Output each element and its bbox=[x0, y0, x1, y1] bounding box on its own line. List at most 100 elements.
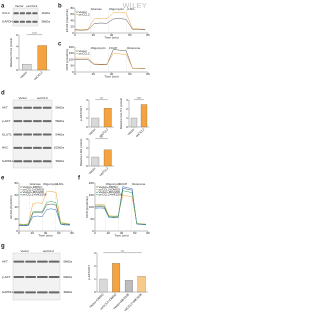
y-tick-label: 3 bbox=[86, 137, 88, 141]
size-label: 54kDa bbox=[55, 132, 64, 136]
band bbox=[48, 291, 60, 294]
band bbox=[33, 106, 42, 109]
band bbox=[23, 160, 32, 163]
x-tick-label: 40 bbox=[120, 231, 124, 235]
y-axis-title: p-AKT/AKT bbox=[79, 106, 83, 121]
legend-label: oeCCL2+DMSO bbox=[99, 187, 121, 191]
x-axis-title: Time (min) bbox=[38, 233, 52, 237]
injection-label: Rotenone bbox=[127, 46, 140, 50]
x-tick-label: 40 bbox=[110, 72, 114, 76]
injection-label: FCCP bbox=[119, 182, 127, 186]
protein-label: GLUT1 bbox=[2, 132, 12, 136]
x-tick-label: 40 bbox=[44, 231, 48, 235]
band bbox=[13, 20, 19, 23]
band bbox=[19, 20, 25, 23]
band bbox=[42, 106, 52, 109]
band bbox=[37, 291, 48, 294]
x-tick-label: oeCCL2 bbox=[98, 127, 109, 138]
band bbox=[42, 133, 52, 136]
band bbox=[13, 291, 25, 294]
size-label: 56kDa bbox=[55, 119, 64, 123]
band bbox=[42, 160, 52, 163]
band bbox=[26, 12, 32, 15]
legend-label: oeCCL2+MK2206 bbox=[99, 193, 123, 197]
series-line bbox=[74, 18, 146, 31]
panel-label: d bbox=[1, 91, 5, 97]
y-tick-label: 60 bbox=[70, 12, 74, 16]
bar bbox=[103, 149, 112, 167]
legend-label: oeCCL2+MK2206 bbox=[23, 193, 47, 197]
y-tick-label: 0 bbox=[16, 229, 18, 233]
series-line bbox=[94, 186, 147, 226]
y-tick-label: 1 bbox=[94, 277, 96, 281]
y-tick-label: 3 bbox=[86, 98, 88, 102]
y-tick-label: 2 bbox=[94, 264, 96, 268]
band bbox=[13, 260, 25, 263]
size-label: 56kDa bbox=[63, 259, 72, 263]
panel-label: b bbox=[58, 4, 62, 10]
x-tick-label: oeCCL2 bbox=[135, 127, 146, 138]
watermark: WILEY bbox=[123, 3, 147, 10]
protein-label: GAPDH bbox=[2, 159, 13, 163]
significance: *** bbox=[100, 135, 104, 139]
y-tick-label: 0 bbox=[72, 70, 74, 74]
x-tick-label: 60 bbox=[133, 231, 137, 235]
y-tick-label: 50 bbox=[90, 217, 94, 221]
x-tick-label: oeCCL2 bbox=[33, 70, 44, 81]
y-tick-label: 80 bbox=[14, 181, 18, 185]
bar bbox=[91, 156, 100, 167]
band bbox=[13, 12, 19, 15]
y-tick-label: 100 bbox=[89, 205, 94, 209]
band bbox=[33, 146, 42, 149]
injection-label: 2-DG bbox=[127, 7, 135, 11]
x-tick-label: 80 bbox=[146, 72, 150, 76]
panel-label: f bbox=[78, 176, 81, 182]
y-axis-title: ECAR (mpH/min) bbox=[65, 9, 69, 32]
significance: *** bbox=[121, 249, 125, 253]
bar bbox=[103, 107, 112, 128]
injection-label: Rotenone bbox=[132, 182, 145, 186]
x-tick-label: Vector bbox=[19, 70, 28, 79]
x-tick-label: 60 bbox=[128, 72, 132, 76]
x-tick-label: 60 bbox=[128, 33, 132, 37]
y-axis-title: p-AKT/AKT bbox=[87, 265, 91, 280]
lane-label: Vector bbox=[20, 249, 29, 253]
size-label: 11kDa bbox=[42, 11, 51, 15]
injection-label: Glucose bbox=[91, 7, 102, 11]
series-line bbox=[19, 208, 71, 226]
y-tick-label: 50 bbox=[70, 64, 74, 68]
significance: *** bbox=[100, 96, 104, 100]
y-tick-label: 0 bbox=[126, 125, 128, 129]
band bbox=[13, 120, 23, 123]
x-tick-label: 20 bbox=[31, 231, 35, 235]
band bbox=[48, 276, 60, 278]
injection-label: FCCP bbox=[109, 46, 117, 50]
bar bbox=[22, 64, 32, 71]
band bbox=[13, 133, 23, 136]
legend-label: Vector bbox=[79, 10, 88, 14]
x-tick-label: Vector bbox=[88, 166, 97, 175]
y-tick-label: 40 bbox=[14, 205, 18, 209]
legend-label: oeCCL2 bbox=[79, 51, 90, 55]
injection-label: Glucose bbox=[30, 182, 41, 186]
y-tick-label: 0 bbox=[86, 164, 88, 168]
panel-label: g bbox=[1, 244, 5, 250]
y-tick-label: 0 bbox=[16, 68, 18, 72]
injection-label: Oligomycin bbox=[91, 46, 106, 50]
x-axis-title: Time (min) bbox=[104, 74, 118, 78]
band bbox=[25, 276, 36, 278]
y-tick-label: 2 bbox=[126, 107, 128, 111]
band bbox=[33, 160, 42, 163]
panel-label: c bbox=[58, 42, 62, 48]
size-label: 36kDa bbox=[63, 290, 72, 294]
bar bbox=[137, 276, 146, 293]
lane-label: Vector bbox=[18, 96, 27, 100]
x-tick-label: 0 bbox=[74, 72, 76, 76]
panel-label: e bbox=[1, 176, 5, 182]
size-label: 56kDa bbox=[55, 105, 64, 109]
band bbox=[37, 276, 48, 278]
band bbox=[25, 260, 36, 263]
x-tick-label: 20 bbox=[107, 231, 111, 235]
y-tick-label: 2 bbox=[86, 107, 88, 111]
